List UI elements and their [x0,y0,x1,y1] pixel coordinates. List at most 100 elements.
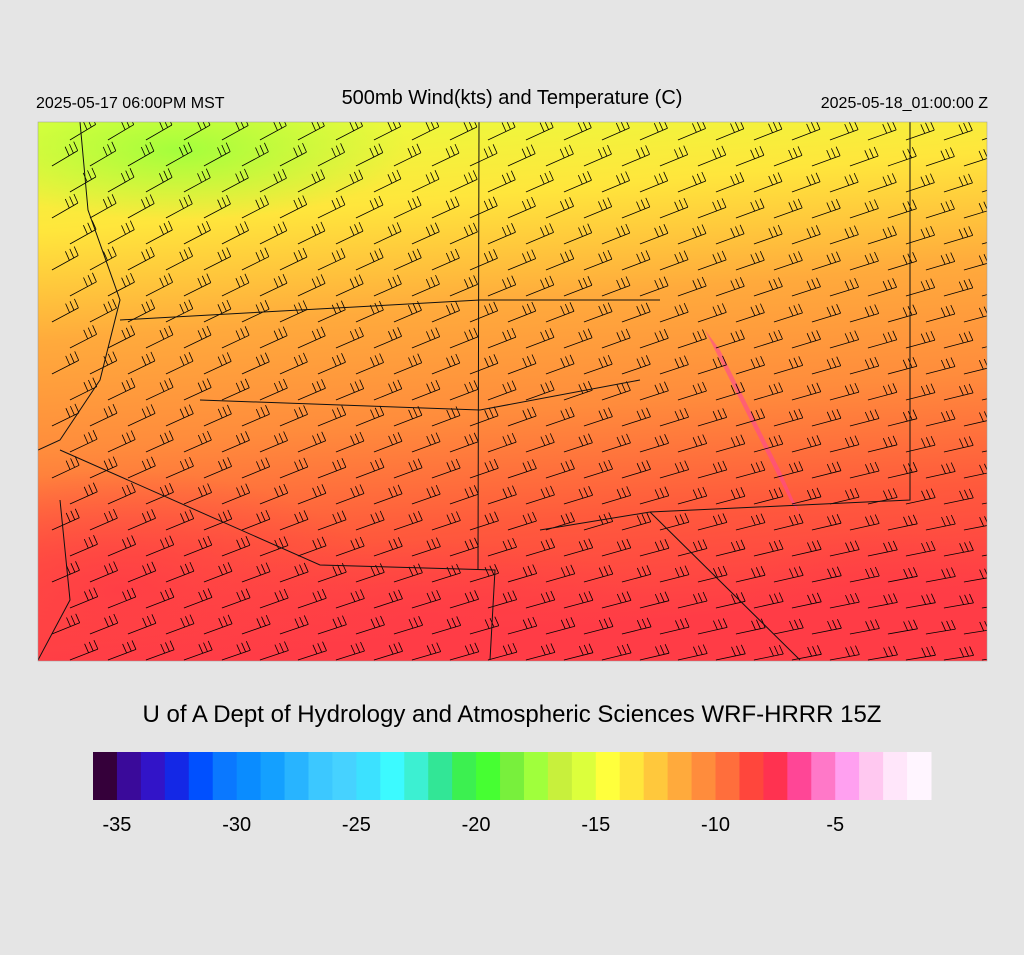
wind-barb [829,277,859,297]
wind-barb [335,431,365,453]
wind-barb [849,146,879,167]
wind-barb [563,643,594,661]
wind-barb [127,561,157,583]
wind-barb [279,405,308,427]
wind-barb [791,330,821,349]
wind-barb [279,195,308,219]
wind-barb [905,330,936,349]
wind-barb [469,616,500,635]
wind-barb [735,303,765,323]
wind-barb [753,592,784,609]
colorbar-swatch [595,752,621,800]
wind-barb [811,199,841,219]
wind-barb [145,535,175,557]
wind-barb [411,432,441,453]
wind-barb [545,354,575,375]
wind-barb [677,276,707,297]
wind-barb [829,172,859,193]
wind-barb [963,254,987,271]
wind-barb [431,301,460,323]
wind-barb [867,173,897,193]
wind-barb [715,592,746,609]
wind-barb [89,613,119,635]
wind-barb [715,487,746,505]
wind-barb [335,122,363,141]
wind-barb [715,382,745,401]
wind-barb [621,302,651,323]
wind-barb [355,195,384,219]
wind-barb [829,122,859,141]
wind-barb [963,201,987,219]
wind-barb [69,167,97,193]
wind-barb [107,122,135,141]
wind-barb [715,539,746,557]
wind-barb [715,277,745,297]
wind-barb [317,195,346,219]
wind-barb [659,565,690,583]
wind-barb [563,486,593,505]
wind-barb [69,272,97,297]
wind-barb [259,431,288,453]
wind-barb [639,486,670,505]
wind-barb [563,171,592,193]
wind-barb [51,246,79,271]
colorbar-swatch [212,752,238,800]
wind-barb [449,222,478,245]
wind-barb [165,352,194,375]
wind-barb [89,141,117,167]
wind-barb [867,122,897,141]
wind-barb [677,122,706,141]
wind-barb [241,457,271,479]
wind-barb [259,221,288,245]
wind-barb [525,538,556,557]
wind-barb [963,358,987,375]
wind-barb [297,122,325,141]
map-title: 500mb Wind(kts) and Temperature (C) [342,87,683,109]
wind-barb [943,226,974,245]
wind-barb [925,462,956,479]
wind-barb [601,538,632,557]
wind-barb [297,221,326,245]
wind-barb [583,512,614,531]
wind-barb [963,620,987,635]
wind-barb [127,194,155,219]
wind-barb [773,146,803,167]
wind-barb [393,353,423,375]
wind-barb [811,461,842,479]
colorbar-swatch [308,752,333,800]
wind-barb [221,273,250,297]
wind-barb [811,566,842,583]
wind-barb [677,434,708,453]
wind-barb [811,304,841,323]
colorbar-swatch [811,752,836,800]
wind-barb [659,355,689,375]
wind-barb [905,225,935,245]
wind-barb [203,404,232,427]
wind-barb [297,536,327,557]
wind-barb [791,172,821,193]
wind-barb [659,512,690,531]
wind-barb [525,223,554,245]
colorbar: -35 -30 -25 -20 -15 -10 -5 [93,752,932,836]
wind-barb [317,248,346,271]
colorbar-tick-label: -30 [222,814,251,836]
wind-barb [887,514,918,531]
wind-barb [221,483,251,505]
wind-barb [487,380,517,401]
wind-barb [393,406,423,427]
wind-barb [811,514,842,531]
wind-barb [639,434,669,453]
wind-barb [165,456,194,479]
wind-barb [259,641,289,661]
wind-barb [773,618,804,635]
wind-barb [51,351,80,375]
wind-barb [279,510,309,531]
wind-barb [601,486,632,505]
wind-barb [753,487,784,505]
wind-barb [601,122,630,141]
wind-barb [393,301,422,323]
wind-barb [525,485,555,505]
wind-barb [51,561,80,583]
wind-barb [373,537,403,557]
wind-barb [791,645,822,661]
